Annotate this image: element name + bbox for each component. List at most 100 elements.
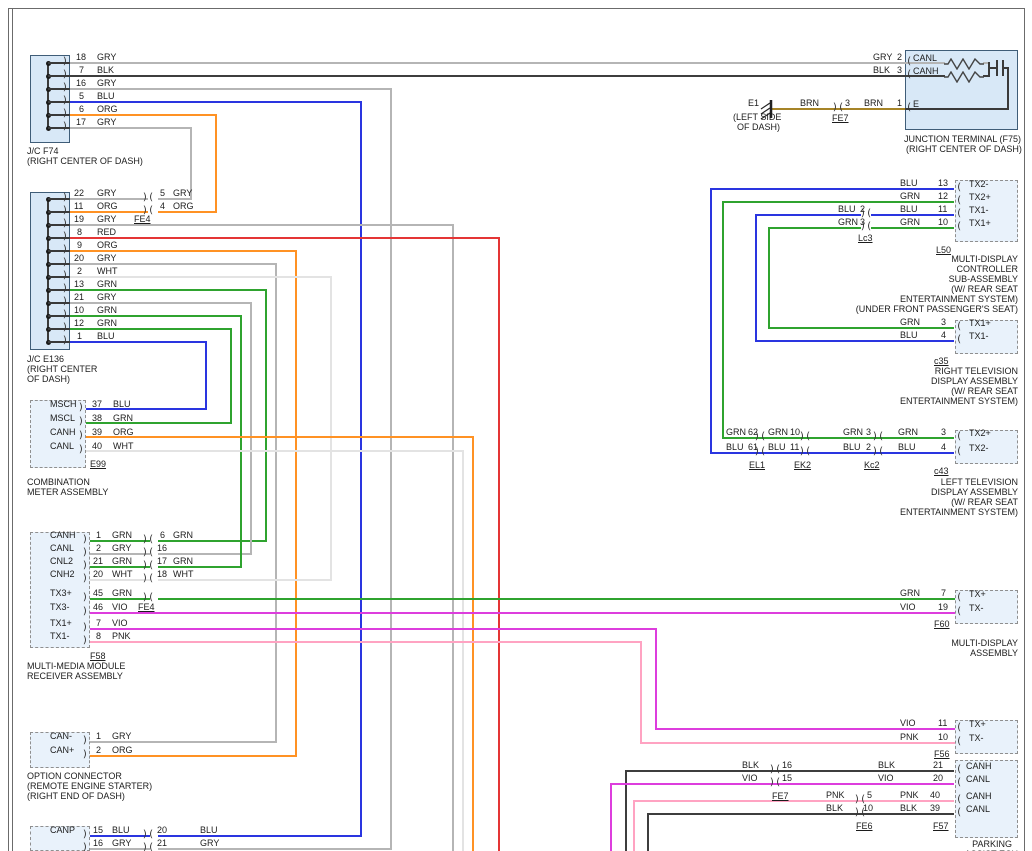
connector-link[interactable]: F60 <box>934 619 950 629</box>
multi-display-controller-box <box>955 180 1018 242</box>
connector-link[interactable]: FE7 <box>772 791 789 801</box>
pin-chevron-icon: ) <box>62 283 68 295</box>
connector-link[interactable]: L50 <box>936 245 952 255</box>
wire-segment <box>871 214 954 216</box>
text-label: VIO <box>900 718 916 728</box>
text-label: CANL <box>50 543 75 553</box>
text-label: TX+ <box>969 719 986 729</box>
text-label: 12 <box>938 191 949 201</box>
text-label: BLU <box>113 399 131 409</box>
text-label: GRN <box>726 427 746 437</box>
wire-segment <box>90 598 150 600</box>
connector-link[interactable]: EL1 <box>749 460 766 470</box>
wire-segment <box>48 328 70 330</box>
wire-segment <box>498 237 500 851</box>
text-label: CAN- <box>50 731 72 741</box>
text-label: 18 <box>76 52 87 62</box>
text-label: ASSIST ECU <box>965 849 1018 851</box>
pin-chevron-icon: ) <box>82 735 89 746</box>
text-label: E1 <box>748 98 760 108</box>
text-label: 21 <box>93 556 104 566</box>
text-label: 4 <box>941 442 947 452</box>
connector-link[interactable]: F57 <box>933 821 949 831</box>
text-label: MULTI-MEDIA MODULE <box>27 661 126 671</box>
connector-link[interactable]: FE4 <box>134 214 151 224</box>
inline-connector-icon: )( <box>860 208 873 219</box>
wire-segment <box>70 289 267 291</box>
pin-chevron-icon: ( <box>956 446 963 457</box>
text-label: TX- <box>969 603 984 613</box>
connector-link[interactable]: EK2 <box>794 460 812 470</box>
connector-link[interactable]: E99 <box>90 459 107 469</box>
inline-connector-icon: )( <box>799 431 812 442</box>
text-label: BLK <box>900 803 918 813</box>
inline-connector-icon: )( <box>142 534 155 545</box>
connector-link[interactable]: FE7 <box>832 113 849 123</box>
wire-segment <box>70 276 332 278</box>
text-label: TX1- <box>969 205 989 215</box>
text-label: 17 <box>157 556 168 566</box>
pin-chevron-icon: ( <box>956 195 963 206</box>
text-label: GRN <box>113 413 133 423</box>
text-label: 20 <box>93 569 104 579</box>
pin-chevron-icon: ) <box>82 573 89 584</box>
text-label: ORG <box>112 745 133 755</box>
text-label: ORG <box>113 427 134 437</box>
text-label: 2 <box>96 745 102 755</box>
text-label: WHT <box>113 441 134 451</box>
inline-connector-icon: )( <box>754 446 767 457</box>
text-label: GRN <box>112 556 132 566</box>
text-label: 19 <box>74 214 85 224</box>
connector-link[interactable]: c43 <box>934 466 949 476</box>
pin-chevron-icon: ) <box>62 270 68 282</box>
wire-segment <box>158 540 267 542</box>
wire-segment <box>70 328 232 330</box>
connector-link[interactable]: Lc3 <box>858 233 873 243</box>
wire-segment <box>90 835 150 837</box>
text-label: BLU <box>900 178 918 188</box>
inline-connector-icon: )( <box>860 221 873 232</box>
text-label: BLK <box>873 65 891 75</box>
combination-meter-box <box>30 400 86 468</box>
text-label: CANL <box>966 774 991 784</box>
text-label: 2 <box>897 52 903 62</box>
wire-segment <box>722 201 724 439</box>
connector-link[interactable]: Kc2 <box>864 460 880 470</box>
pin-chevron-icon: ) <box>62 192 68 204</box>
text-label: 20 <box>933 773 944 783</box>
wire-segment <box>655 628 657 730</box>
wire-segment <box>722 201 954 203</box>
wire-segment <box>360 101 362 837</box>
resistor-icon <box>944 57 984 71</box>
text-label: 46 <box>93 602 104 612</box>
wire-segment <box>610 783 954 785</box>
text-label: CANL <box>50 441 75 451</box>
wire-segment <box>48 263 70 265</box>
text-label: BLU <box>838 204 856 214</box>
wire-segment <box>768 327 954 329</box>
connector-link[interactable]: F58 <box>90 651 106 661</box>
pin-chevron-icon: ( <box>956 592 963 603</box>
connector-link[interactable]: c35 <box>934 356 949 366</box>
text-label: OF DASH) <box>737 122 781 132</box>
text-label: CAN+ <box>50 745 75 755</box>
connector-link[interactable]: F56 <box>934 749 950 759</box>
text-label: TX1- <box>969 331 989 341</box>
text-label: 16 <box>93 838 104 848</box>
text-label: (LEFT SIDE <box>733 112 782 122</box>
connector-link[interactable]: FE6 <box>856 821 873 831</box>
text-label: TX1+ <box>969 318 991 328</box>
wire-segment <box>48 237 70 239</box>
text-label: JUNCTION TERMINAL (F75) <box>904 134 1022 144</box>
text-label: 2 <box>860 204 866 214</box>
wire-segment <box>90 628 657 630</box>
text-label: TX3- <box>50 602 70 612</box>
text-label: CANH <box>50 530 76 540</box>
connector-link[interactable]: FE4 <box>138 602 155 612</box>
text-label: GRN <box>898 427 918 437</box>
wire-segment <box>48 88 70 90</box>
text-label: BLU <box>898 442 916 452</box>
text-label: MULTI-DISPLAY <box>951 254 1018 264</box>
text-label: 21 <box>933 760 944 770</box>
